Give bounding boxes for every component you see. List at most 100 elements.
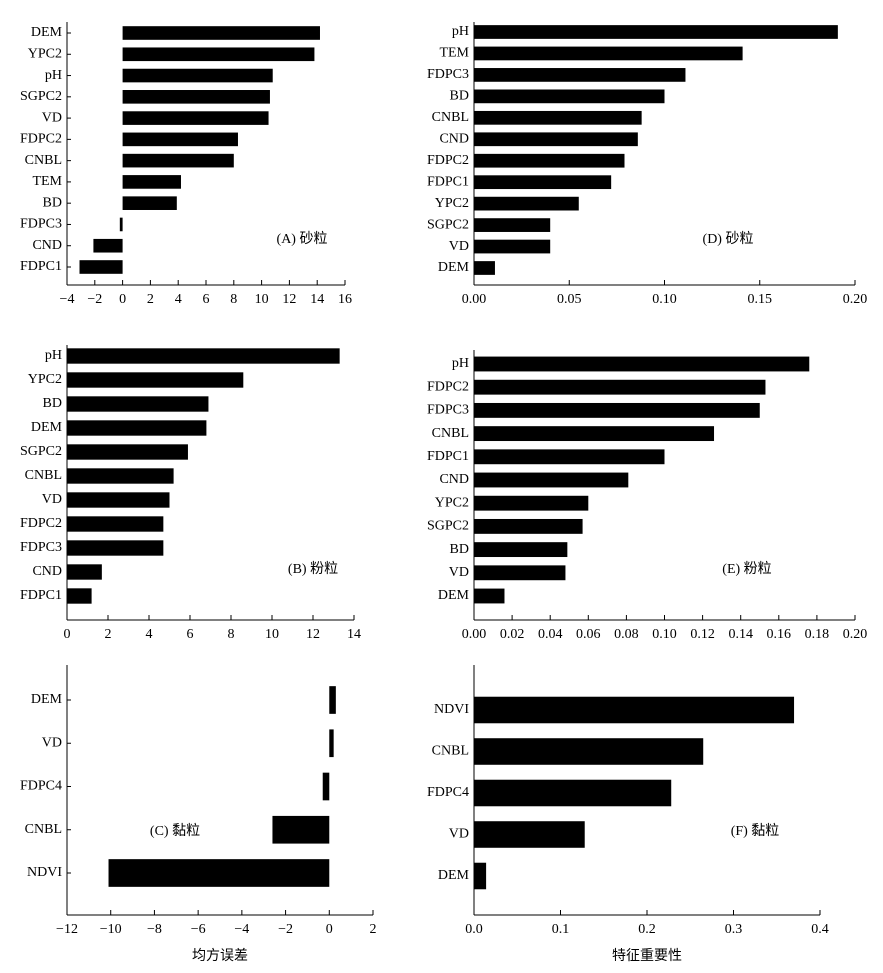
y-tick-label: FDPC4 bbox=[20, 779, 62, 794]
x-tick-label: 14 bbox=[347, 627, 361, 642]
bar bbox=[474, 153, 625, 168]
y-tick-label: pH bbox=[45, 348, 62, 363]
x-tick-label: 8 bbox=[230, 292, 237, 307]
y-tick-label: CNBL bbox=[25, 468, 62, 483]
x-tick-label: 6 bbox=[187, 627, 194, 642]
bar bbox=[322, 772, 330, 801]
bar bbox=[474, 402, 760, 418]
y-tick-label: CND bbox=[439, 472, 469, 487]
y-tick-label: VD bbox=[449, 827, 469, 842]
bar bbox=[474, 356, 810, 372]
x-tick-label: 10 bbox=[265, 627, 279, 642]
bar bbox=[67, 444, 188, 460]
y-tick-label: VD bbox=[42, 110, 62, 125]
x-tick-label: 2 bbox=[370, 922, 377, 937]
y-tick-label: FDPC3 bbox=[20, 540, 62, 555]
y-tick-label: BD bbox=[450, 89, 469, 104]
bar bbox=[474, 132, 638, 147]
x-tick-label: 0.06 bbox=[576, 627, 601, 642]
x-tick-label: −6 bbox=[191, 922, 206, 937]
bar bbox=[474, 738, 704, 765]
x-tick-label: 4 bbox=[175, 292, 182, 307]
bar bbox=[67, 348, 340, 364]
bar bbox=[474, 565, 566, 581]
x-tick-label: −8 bbox=[147, 922, 162, 937]
x-tick-label: 0.08 bbox=[614, 627, 639, 642]
bar bbox=[122, 175, 181, 189]
x-tick-label: 0.04 bbox=[538, 627, 563, 642]
x-tick-label: 0 bbox=[64, 627, 71, 642]
y-tick-label: CNBL bbox=[432, 110, 469, 125]
bar bbox=[122, 68, 273, 83]
x-tick-label: 0.00 bbox=[462, 292, 487, 307]
y-tick-label: YPC2 bbox=[435, 495, 469, 510]
y-tick-label: SGPC2 bbox=[427, 217, 469, 232]
y-tick-label: CND bbox=[439, 131, 469, 146]
y-tick-label: DEM bbox=[438, 588, 470, 603]
x-tick-label: 4 bbox=[146, 627, 153, 642]
y-tick-label: DEM bbox=[438, 868, 470, 883]
x-tick-label: 10 bbox=[255, 292, 269, 307]
bar bbox=[474, 449, 665, 465]
bar bbox=[474, 779, 672, 807]
x-tick-label: −2 bbox=[278, 922, 293, 937]
bar bbox=[474, 588, 505, 604]
x-tick-label: 0 bbox=[326, 922, 333, 937]
y-tick-label: pH bbox=[45, 68, 62, 83]
bar bbox=[122, 196, 177, 210]
bar bbox=[119, 217, 123, 232]
x-tick-label: 0.10 bbox=[652, 292, 677, 307]
bar bbox=[474, 261, 495, 275]
y-tick-label: NDVI bbox=[434, 702, 469, 717]
bar bbox=[474, 68, 686, 82]
y-tick-label: FDPC4 bbox=[427, 785, 469, 800]
annotation: (C) 黏粒 bbox=[150, 823, 200, 839]
x-tick-label: 0.20 bbox=[843, 292, 868, 307]
bar bbox=[272, 815, 330, 844]
y-tick-label: pH bbox=[452, 24, 469, 39]
x-tick-label: 0.1 bbox=[552, 922, 570, 937]
annotation: (E) 粉粒 bbox=[722, 561, 771, 577]
bar bbox=[474, 239, 551, 254]
bar bbox=[122, 90, 270, 104]
bar bbox=[67, 468, 174, 484]
x-tick-label: 8 bbox=[228, 627, 235, 642]
bar bbox=[474, 495, 589, 511]
bar bbox=[474, 175, 612, 190]
x-tick-label: 0.4 bbox=[811, 922, 829, 937]
y-tick-label: FDPC2 bbox=[20, 132, 62, 147]
y-tick-label: NDVI bbox=[27, 865, 62, 880]
x-tick-label: 0.3 bbox=[725, 922, 743, 937]
x-tick-label: 0.14 bbox=[728, 627, 753, 642]
x-tick-label: −4 bbox=[60, 292, 75, 307]
y-tick-label: YPC2 bbox=[28, 372, 62, 387]
bar bbox=[108, 859, 330, 887]
bar bbox=[474, 821, 585, 848]
x-tick-label: 0.18 bbox=[805, 627, 830, 642]
x-tick-label: 0.10 bbox=[652, 627, 677, 642]
bar bbox=[122, 47, 315, 62]
y-tick-label: CNBL bbox=[25, 822, 62, 837]
y-tick-label: VD bbox=[42, 735, 62, 750]
y-tick-label: CNBL bbox=[25, 153, 62, 168]
bar bbox=[122, 26, 320, 40]
x-tick-label: 0.0 bbox=[465, 922, 483, 937]
y-tick-label: FDPC1 bbox=[20, 259, 62, 274]
x-tick-label: 12 bbox=[306, 627, 320, 642]
bar bbox=[67, 588, 92, 604]
bar bbox=[67, 516, 164, 532]
x-tick-label: 0.20 bbox=[843, 627, 868, 642]
y-tick-label: FDPC3 bbox=[20, 217, 62, 232]
x-tick-label: −10 bbox=[100, 922, 122, 937]
y-tick-label: FDPC1 bbox=[427, 449, 469, 464]
y-tick-label: SGPC2 bbox=[20, 444, 62, 459]
y-tick-label: BD bbox=[43, 195, 62, 210]
bar bbox=[474, 518, 583, 534]
annotation: (F) 黏粒 bbox=[731, 823, 780, 839]
x-axis-label: 均方误差 bbox=[192, 948, 248, 964]
y-tick-label: SGPC2 bbox=[427, 519, 469, 534]
y-tick-label: BD bbox=[450, 542, 469, 557]
bar bbox=[474, 110, 642, 125]
bar bbox=[79, 260, 123, 274]
